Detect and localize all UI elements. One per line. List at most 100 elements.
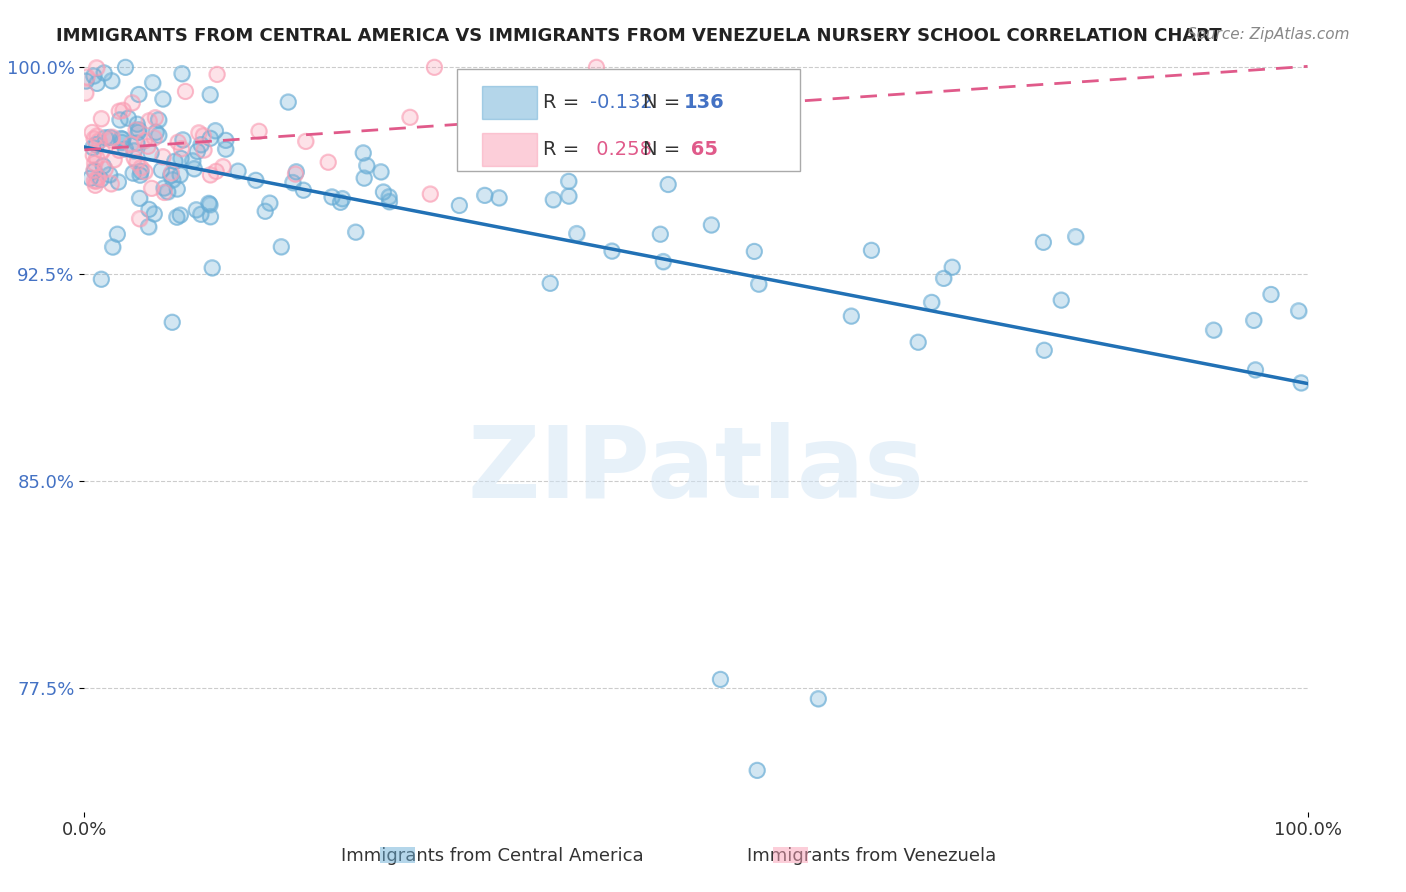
Point [277,95,299,109]
Point [378,194,401,209]
Point [107,175,129,189]
Point [666,156,689,170]
Point [472,117,495,131]
Point [110,131,132,145]
Point [557,174,579,188]
Point [907,335,929,350]
Point [186,202,208,217]
Point [565,227,588,241]
Point [294,135,316,149]
Point [190,137,212,152]
Point [84,178,107,193]
Point [86,174,108,188]
Point [472,117,495,131]
Point [162,173,184,187]
Point [112,103,135,118]
Point [860,244,883,258]
Point [270,240,292,254]
Point [143,111,166,125]
Point [138,219,160,234]
Point [105,227,128,242]
Point [120,137,142,152]
Point [101,130,124,145]
Point [128,211,150,226]
Point [498,91,520,105]
Point [160,315,183,329]
Point [1289,376,1312,390]
Point [103,153,125,167]
Point [86,128,108,143]
Point [214,133,236,147]
Point [212,160,235,174]
Point [82,148,104,162]
Point [143,111,166,125]
Point [100,177,122,191]
Point [127,125,149,139]
Text: R =: R = [543,93,585,112]
Point [125,136,148,150]
Point [700,218,723,232]
Point [292,183,315,197]
Point [138,113,160,128]
Point [378,194,401,209]
Point [541,193,564,207]
Point [860,244,883,258]
Point [449,198,471,212]
Point [129,168,152,182]
Point [200,131,222,145]
Point [141,181,163,195]
Point [167,135,190,149]
Point [83,131,105,145]
Point [254,204,277,219]
Point [111,132,134,146]
Point [356,159,378,173]
Point [613,112,636,126]
Point [83,163,105,178]
Point [657,178,679,192]
Point [163,154,186,169]
Point [152,150,174,164]
Point [709,673,731,687]
Point [652,254,675,268]
Point [153,181,176,195]
Point [163,154,186,169]
Point [193,143,215,157]
Point [108,104,131,119]
Point [86,76,108,90]
Point [284,167,307,181]
Point [190,207,212,221]
Point [190,207,212,221]
Point [94,130,117,145]
Point [87,170,110,185]
Point [138,219,160,234]
Point [245,173,267,187]
Point [700,218,723,232]
Point [94,161,117,176]
Point [87,134,110,148]
Point [498,91,520,105]
Text: 0.258: 0.258 [589,139,651,159]
Point [129,161,152,175]
Point [214,133,236,147]
Point [1202,323,1225,337]
Text: Immigrants from Venezuela: Immigrants from Venezuela [747,847,997,865]
Point [214,142,236,156]
Point [197,196,219,211]
Point [127,117,149,131]
Point [128,87,150,102]
Point [153,181,176,195]
Point [169,208,191,222]
Point [921,295,943,310]
Point [91,159,114,173]
Point [162,173,184,187]
Point [141,76,163,90]
Text: R =: R = [543,139,585,159]
Point [285,165,308,179]
Point [474,188,496,202]
Point [344,225,367,239]
Point [259,196,281,211]
Point [134,134,156,148]
Point [143,130,166,145]
Point [121,95,143,110]
Point [129,161,152,175]
